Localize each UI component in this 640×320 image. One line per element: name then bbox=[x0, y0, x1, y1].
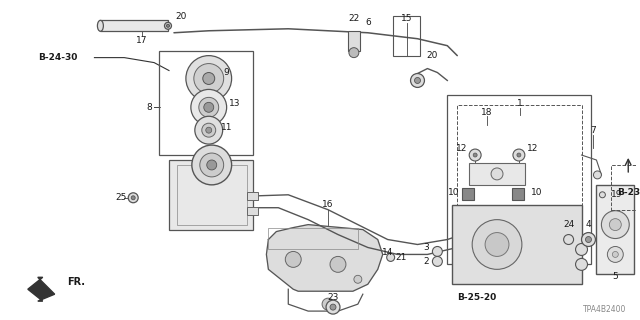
Bar bbox=[452, 205, 582, 284]
Text: FR.: FR. bbox=[68, 277, 86, 287]
Circle shape bbox=[600, 192, 605, 198]
Circle shape bbox=[195, 116, 223, 144]
Bar bbox=[268, 228, 358, 250]
Text: B-24-30: B-24-30 bbox=[38, 53, 77, 62]
Circle shape bbox=[194, 64, 223, 93]
Bar bbox=[611, 165, 640, 210]
Text: 23: 23 bbox=[327, 293, 339, 302]
Circle shape bbox=[607, 246, 623, 262]
Circle shape bbox=[330, 304, 336, 310]
Text: 19: 19 bbox=[611, 190, 622, 199]
Text: 3: 3 bbox=[424, 243, 429, 252]
Circle shape bbox=[593, 171, 602, 179]
Circle shape bbox=[473, 153, 477, 157]
Text: 20: 20 bbox=[427, 51, 438, 60]
Circle shape bbox=[387, 253, 395, 261]
Circle shape bbox=[602, 211, 629, 238]
Text: TPA4B2400: TPA4B2400 bbox=[583, 305, 627, 314]
Circle shape bbox=[415, 77, 420, 84]
Bar bbox=[159, 51, 253, 155]
Circle shape bbox=[472, 220, 522, 269]
Circle shape bbox=[192, 145, 232, 185]
Circle shape bbox=[200, 153, 223, 177]
Circle shape bbox=[433, 256, 442, 266]
Text: 16: 16 bbox=[323, 200, 334, 209]
Circle shape bbox=[586, 236, 591, 243]
Circle shape bbox=[349, 48, 359, 58]
Text: 12: 12 bbox=[456, 144, 467, 153]
Circle shape bbox=[186, 56, 232, 101]
Bar bbox=[348, 31, 360, 51]
Text: 1: 1 bbox=[517, 99, 523, 108]
Bar bbox=[246, 192, 259, 200]
Text: 12: 12 bbox=[527, 144, 538, 153]
Text: 9: 9 bbox=[224, 68, 230, 77]
Bar bbox=[169, 160, 253, 229]
Text: 2: 2 bbox=[424, 257, 429, 266]
Circle shape bbox=[582, 233, 595, 246]
Circle shape bbox=[128, 193, 138, 203]
Text: 14: 14 bbox=[382, 248, 394, 257]
Circle shape bbox=[491, 168, 503, 180]
Ellipse shape bbox=[166, 24, 170, 27]
Circle shape bbox=[575, 244, 588, 255]
Circle shape bbox=[485, 233, 509, 256]
Circle shape bbox=[354, 275, 362, 283]
Circle shape bbox=[326, 300, 340, 314]
Text: 18: 18 bbox=[481, 108, 493, 117]
Ellipse shape bbox=[97, 20, 104, 31]
Text: 10: 10 bbox=[447, 188, 459, 197]
Text: 4: 4 bbox=[586, 220, 591, 229]
Circle shape bbox=[131, 196, 135, 200]
Circle shape bbox=[207, 160, 217, 170]
Bar bbox=[596, 185, 634, 274]
Circle shape bbox=[206, 127, 212, 133]
Text: B-23: B-23 bbox=[617, 188, 640, 197]
Bar bbox=[100, 20, 168, 31]
Bar bbox=[447, 95, 591, 264]
Bar bbox=[177, 165, 246, 225]
Circle shape bbox=[609, 219, 621, 231]
Circle shape bbox=[517, 153, 521, 157]
Circle shape bbox=[204, 102, 214, 112]
Bar bbox=[246, 207, 259, 215]
Bar bbox=[393, 16, 420, 56]
Text: 10: 10 bbox=[531, 188, 543, 197]
Text: 20: 20 bbox=[175, 12, 187, 21]
Polygon shape bbox=[28, 277, 54, 301]
Bar bbox=[462, 188, 474, 200]
Circle shape bbox=[191, 89, 227, 125]
Circle shape bbox=[203, 73, 214, 84]
Circle shape bbox=[564, 235, 573, 244]
Bar bbox=[457, 105, 582, 205]
Circle shape bbox=[469, 149, 481, 161]
Text: 6: 6 bbox=[365, 18, 371, 27]
Polygon shape bbox=[266, 225, 383, 291]
Text: 25: 25 bbox=[116, 193, 127, 202]
Circle shape bbox=[575, 259, 588, 270]
Text: 24: 24 bbox=[563, 220, 574, 229]
Circle shape bbox=[322, 298, 334, 310]
Bar bbox=[512, 188, 524, 200]
Circle shape bbox=[199, 97, 219, 117]
Text: 8: 8 bbox=[146, 103, 152, 112]
Circle shape bbox=[330, 256, 346, 272]
Text: 7: 7 bbox=[591, 126, 596, 135]
Circle shape bbox=[202, 123, 216, 137]
Text: 11: 11 bbox=[221, 123, 232, 132]
Text: 21: 21 bbox=[395, 253, 406, 262]
Bar bbox=[469, 163, 525, 185]
Text: B-25-20: B-25-20 bbox=[458, 293, 497, 302]
Circle shape bbox=[410, 74, 424, 87]
Text: 15: 15 bbox=[401, 14, 412, 23]
Text: 22: 22 bbox=[348, 14, 360, 23]
Text: 17: 17 bbox=[136, 36, 148, 45]
Text: 13: 13 bbox=[229, 99, 241, 108]
Circle shape bbox=[285, 252, 301, 267]
Circle shape bbox=[433, 246, 442, 256]
Circle shape bbox=[612, 252, 618, 257]
Text: 5: 5 bbox=[612, 272, 618, 281]
Ellipse shape bbox=[164, 22, 172, 29]
Circle shape bbox=[513, 149, 525, 161]
